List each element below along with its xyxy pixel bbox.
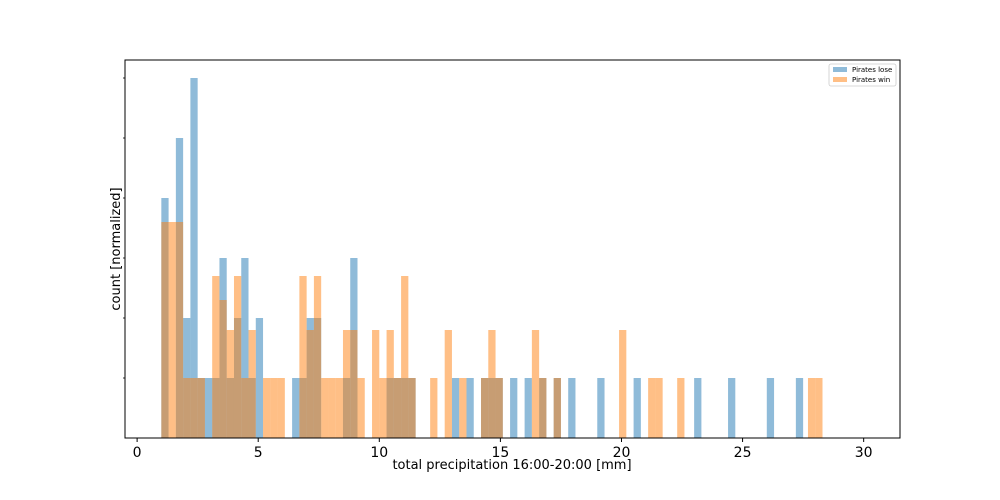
bar-lose-12 xyxy=(255,318,264,438)
bar-lose-24 xyxy=(466,378,474,438)
bar-win-1 xyxy=(168,222,176,438)
bar-win-10 xyxy=(241,378,249,438)
bar-lose-23 xyxy=(451,378,460,438)
bar-lose-28 xyxy=(510,378,518,438)
bar-win-32 xyxy=(459,378,467,438)
x-tick-label-1: 5 xyxy=(254,445,263,461)
y-axis-label: count [normalized] xyxy=(109,187,124,310)
bar-win-24 xyxy=(372,330,380,438)
bar-lose-10 xyxy=(241,258,249,438)
bar-lose-36 xyxy=(728,378,736,438)
x-tick-label-6: 30 xyxy=(855,445,873,461)
legend-swatch-pirates-win xyxy=(833,77,847,82)
bar-win-12 xyxy=(263,378,271,438)
bar-win-36 xyxy=(531,330,540,438)
bar-win-15 xyxy=(299,276,307,438)
series-pirates-win-bars xyxy=(161,222,823,438)
bar-win-0 xyxy=(161,222,169,438)
bar-win-23 xyxy=(357,378,365,438)
bar-win-11 xyxy=(248,330,256,438)
bar-win-13 xyxy=(270,378,278,438)
x-tick-label-0: 0 xyxy=(133,445,142,461)
bar-win-9 xyxy=(233,276,242,438)
legend-swatch-pirates-lose xyxy=(833,67,847,72)
bar-lose-29 xyxy=(524,378,532,438)
x-tick-label-4: 20 xyxy=(613,445,631,461)
bar-win-30 xyxy=(430,378,438,438)
bar-win-33 xyxy=(481,378,489,438)
bar-win-7 xyxy=(219,300,227,438)
x-tick-label-2: 10 xyxy=(370,445,388,461)
bar-win-20 xyxy=(335,378,343,438)
bar-win-2 xyxy=(175,222,184,438)
bar-lose-32 xyxy=(568,378,576,438)
bar-win-4 xyxy=(190,378,198,438)
bar-win-19 xyxy=(328,378,336,438)
bar-win-17 xyxy=(313,276,322,438)
bar-win-31 xyxy=(444,330,452,438)
bar-win-40 xyxy=(648,378,656,438)
bar-win-44 xyxy=(815,378,823,438)
legend: Pirates lose Pirates win xyxy=(828,63,897,87)
bar-lose-13 xyxy=(292,378,300,438)
bar-win-22 xyxy=(350,330,358,438)
bar-lose-35 xyxy=(694,378,702,438)
bar-win-28 xyxy=(401,276,409,438)
bar-win-6 xyxy=(212,276,220,438)
legend-label-pirates-lose: Pirates lose xyxy=(852,66,892,74)
bar-lose-37 xyxy=(766,378,775,438)
x-tick-label-3: 15 xyxy=(491,445,509,461)
bar-win-29 xyxy=(408,378,416,438)
bar-win-41 xyxy=(655,378,663,438)
bar-win-43 xyxy=(807,378,816,438)
bar-lose-33 xyxy=(597,378,605,438)
bar-win-42 xyxy=(677,378,685,438)
plot-area-frame xyxy=(124,59,901,439)
bar-lose-38 xyxy=(795,378,804,438)
bar-win-5 xyxy=(197,378,205,438)
bar-lose-34 xyxy=(633,378,641,438)
bar-lose-3 xyxy=(190,78,198,438)
bar-win-8 xyxy=(226,330,234,438)
bar-win-39 xyxy=(619,330,627,438)
bar-win-34 xyxy=(488,330,496,438)
x-axis-ticks: 0 5 10 15 20 25 30 xyxy=(133,438,873,461)
bar-win-35 xyxy=(495,378,503,438)
bar-win-16 xyxy=(306,330,314,438)
bar-win-38 xyxy=(553,378,561,438)
x-axis-label: total precipitation 16:00-20:00 [mm] xyxy=(392,458,631,473)
bar-win-37 xyxy=(539,378,547,438)
x-tick-label-5: 25 xyxy=(734,445,752,461)
bar-lose-5 xyxy=(204,378,213,438)
bar-win-21 xyxy=(342,330,351,438)
bar-win-18 xyxy=(321,378,329,438)
bar-win-14 xyxy=(277,378,285,438)
legend-label-pirates-win: Pirates win xyxy=(852,76,890,84)
bar-win-3 xyxy=(183,378,191,438)
bar-win-25 xyxy=(379,378,387,438)
bar-win-26 xyxy=(386,330,394,438)
bar-win-27 xyxy=(393,378,402,438)
